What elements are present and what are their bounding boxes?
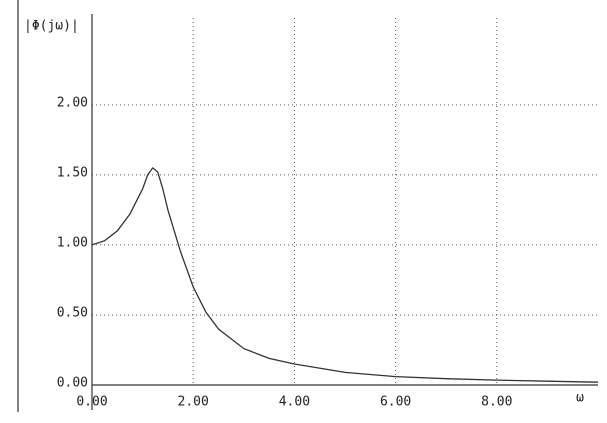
x-tick-label: 4.00 [279, 395, 310, 410]
y-axis-label: |Φ(jω)| [24, 19, 79, 34]
x-tick-label: 2.00 [178, 395, 209, 410]
x-tick-label: 8.00 [481, 395, 512, 410]
y-tick-label: 0.00 [57, 376, 88, 391]
data-line [91, 166, 599, 383]
x-axis-label: ω [576, 391, 584, 406]
y-tick-label: 2.00 [57, 95, 88, 110]
y-tick-label: 0.50 [57, 305, 88, 320]
y-tick-label: 1.00 [57, 235, 88, 250]
x-tick-label: 6.00 [380, 395, 411, 410]
y-tick-label: 1.50 [57, 165, 88, 180]
